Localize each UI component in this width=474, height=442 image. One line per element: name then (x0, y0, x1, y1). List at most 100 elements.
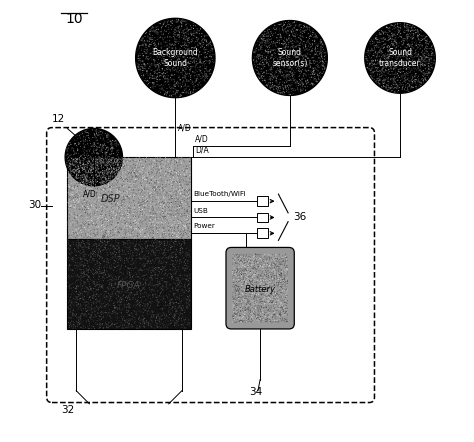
Point (154, 168, 161, 175)
Point (124, 223, 131, 230)
Point (154, 50, 161, 57)
Point (232, 266, 240, 273)
Point (93, 156, 101, 164)
Point (87, 227, 94, 234)
Point (145, 205, 152, 212)
Point (398, 37, 406, 44)
Point (232, 290, 239, 297)
Point (320, 65, 328, 72)
Point (155, 42, 163, 49)
Point (101, 232, 109, 240)
Point (263, 43, 270, 50)
Point (233, 271, 241, 278)
Point (105, 183, 112, 191)
Point (126, 203, 133, 210)
Point (110, 267, 118, 274)
Point (288, 43, 296, 50)
Point (240, 280, 247, 287)
Point (167, 25, 175, 32)
Point (136, 50, 144, 57)
Point (254, 259, 261, 267)
Point (379, 29, 387, 36)
Point (65, 232, 73, 239)
Point (277, 309, 284, 316)
Point (163, 301, 171, 308)
Point (141, 50, 149, 57)
Point (285, 54, 292, 61)
Point (156, 316, 164, 324)
Point (96, 206, 104, 213)
Point (177, 205, 185, 212)
Point (109, 173, 117, 180)
Point (273, 268, 280, 275)
Point (236, 312, 244, 320)
Point (390, 75, 398, 82)
Point (286, 22, 294, 29)
Point (164, 220, 172, 227)
Point (126, 185, 133, 192)
Point (283, 72, 291, 80)
Point (155, 247, 163, 254)
Point (107, 216, 114, 223)
Point (236, 305, 244, 312)
Point (157, 201, 165, 208)
Point (388, 38, 395, 45)
Point (166, 167, 174, 174)
Point (80, 312, 88, 319)
Point (243, 267, 250, 274)
Point (150, 213, 157, 221)
Point (382, 85, 390, 92)
Point (151, 186, 158, 193)
Point (260, 302, 268, 309)
Point (416, 29, 423, 36)
Point (109, 304, 117, 311)
Point (182, 23, 190, 30)
Point (253, 264, 260, 271)
Point (107, 146, 114, 153)
Point (80, 216, 87, 223)
Point (241, 271, 249, 278)
Point (171, 34, 178, 41)
Point (137, 255, 144, 262)
Point (117, 251, 124, 258)
Point (283, 272, 291, 279)
Point (280, 307, 288, 314)
Point (124, 186, 132, 193)
Point (99, 132, 107, 139)
Point (105, 187, 113, 194)
Point (172, 285, 179, 292)
Point (389, 83, 397, 90)
Point (181, 57, 188, 65)
Point (73, 171, 81, 178)
Point (167, 320, 174, 327)
Point (154, 72, 161, 79)
Point (268, 46, 276, 53)
Point (256, 290, 264, 297)
Point (290, 90, 297, 97)
Point (78, 171, 86, 179)
Point (391, 88, 398, 95)
Point (144, 280, 152, 287)
Point (163, 312, 170, 320)
Point (278, 71, 285, 78)
Point (310, 57, 317, 65)
Point (299, 40, 306, 47)
Point (125, 229, 133, 236)
Point (69, 324, 77, 331)
Point (94, 132, 101, 139)
Point (137, 199, 144, 206)
Point (233, 271, 240, 278)
Point (150, 56, 157, 63)
Point (110, 251, 118, 258)
Point (253, 262, 260, 269)
Point (277, 53, 285, 61)
Point (152, 315, 160, 322)
Point (65, 272, 73, 279)
Point (184, 273, 191, 280)
Point (178, 207, 186, 214)
Point (67, 213, 75, 220)
Point (116, 204, 123, 211)
Point (99, 301, 107, 308)
Point (123, 281, 131, 288)
Point (123, 199, 131, 206)
